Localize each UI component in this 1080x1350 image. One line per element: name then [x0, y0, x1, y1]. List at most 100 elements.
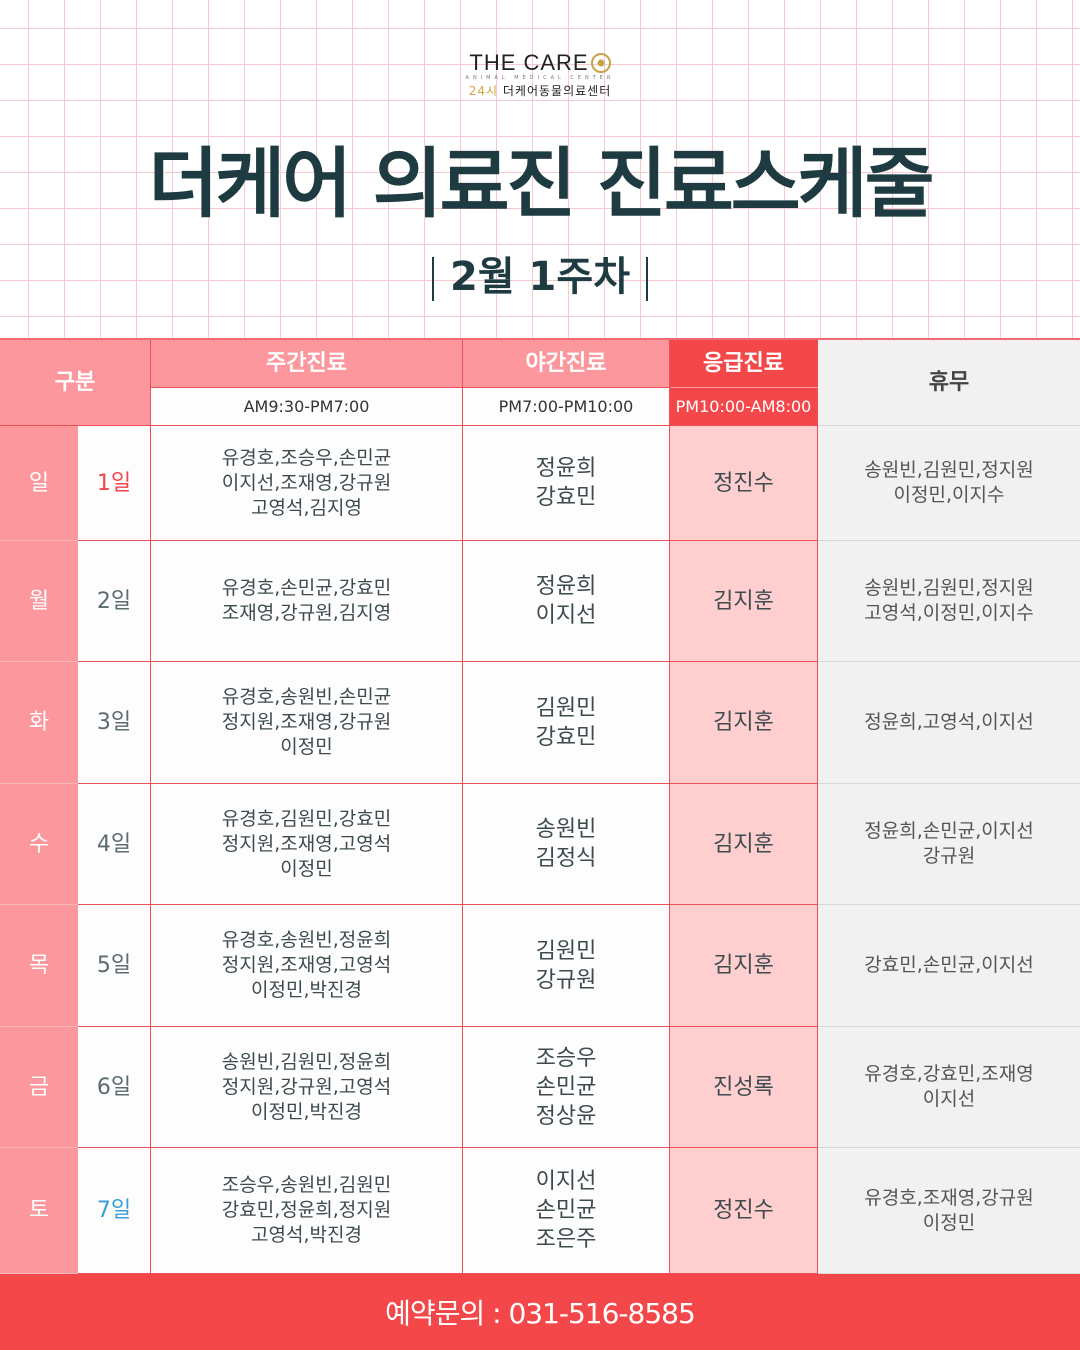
cell-line: 손민균: [535, 1074, 597, 1100]
cell-line: 월: [28, 588, 50, 614]
cell-line: 4일: [96, 831, 132, 857]
header-day: 주간진료: [151, 340, 463, 388]
cell-line: 정지원,강규원,고영석: [221, 1075, 392, 1098]
cell-line: 정윤희,손민균,이지선: [864, 820, 1034, 842]
cell-line: 송원빈,김원민,정지원: [864, 459, 1034, 481]
cell-line: 목: [28, 953, 50, 978]
cell-line: 토: [28, 1198, 50, 1223]
date-cell: 5일: [78, 905, 151, 1027]
cell-line: 조승우: [535, 1045, 597, 1071]
cell-line: 유경호,조승우,손민균: [221, 446, 392, 469]
cell-line: 강규원: [922, 845, 976, 867]
cell-line: 김정식: [535, 846, 597, 871]
header-category: 구분: [0, 340, 151, 426]
cell-line: 조재영,강규원,김지영: [221, 602, 392, 624]
date-cell: 4일: [78, 784, 151, 905]
cell-line: 진성록: [713, 1074, 774, 1100]
cell-line: 김지훈: [713, 710, 774, 735]
cell-line: 이지선: [535, 1169, 597, 1194]
cell-line: 강효민: [535, 485, 597, 510]
weekday-cell: 목: [0, 905, 78, 1027]
cell-line: 7일: [96, 1198, 132, 1223]
footer-contact: 예약문의 : 031-516-8585: [0, 1274, 1080, 1350]
cell-line: 정상윤: [535, 1103, 597, 1129]
cell-line: 정진수: [713, 1198, 774, 1223]
cell-line: 손민균: [535, 1198, 597, 1223]
day-time: AM9:30-PM7:00: [151, 388, 463, 426]
logo-emblem-icon: [590, 53, 611, 73]
cell-line: 송원빈,김원민,정지원: [864, 577, 1034, 599]
cell-line: 강효민,정윤희,정지원: [221, 1199, 392, 1221]
cell-line: 고영석,박진경: [251, 1224, 362, 1246]
logo-name: 더케어동물의료센터: [502, 84, 612, 98]
divider: [432, 257, 434, 301]
cell-line: 3일: [96, 710, 132, 735]
week-text: 2월 1주차: [450, 254, 630, 300]
cell-line: 강효민,손민균,이지선: [864, 954, 1034, 976]
cell-line: 정윤희: [535, 456, 597, 481]
header-off: 휴무: [818, 340, 1080, 426]
cell-line: 이정민,이지수: [893, 484, 1005, 506]
weekday-cell: 토: [0, 1148, 78, 1274]
cell-line: 송원빈,김원민,정윤희: [221, 1050, 392, 1073]
cell-line: 조은주: [535, 1227, 597, 1252]
cell-line: 이정민,박진경: [251, 1100, 362, 1123]
date-cell: 7일: [78, 1148, 151, 1274]
cell-line: 이정민,박진경: [251, 979, 362, 1001]
weekday-cell: 일: [0, 426, 78, 541]
emergency-cell: 김지훈: [670, 905, 818, 1027]
cell-line: 이지선: [535, 603, 597, 628]
cell-line: 유경호,송원빈,정윤희: [221, 929, 392, 951]
cell-line: 5일: [96, 953, 132, 978]
cell-line: 이정민: [922, 1211, 976, 1234]
emergency-time: PM10:00-AM8:00: [670, 388, 818, 426]
cell-line: 이정민: [280, 736, 333, 758]
divider: [646, 257, 648, 301]
weekday-cell: 금: [0, 1027, 78, 1148]
emergency-cell: 김지훈: [670, 784, 818, 905]
cell-line: 이지선: [922, 1088, 976, 1110]
cell-line: 김원민: [535, 938, 597, 964]
cell-line: 김지훈: [713, 953, 774, 978]
page-title: 더케어 의료진 진료스케줄: [148, 139, 934, 228]
cell-line: 일: [28, 470, 50, 496]
cell-line: 유경호,손민균,강효민: [221, 577, 392, 599]
cell-line: 1일: [96, 470, 132, 496]
cell-line: 송원빈: [535, 817, 597, 842]
weekday-cell: 수: [0, 784, 78, 905]
weekday-cell: 월: [0, 541, 78, 662]
cell-line: 6일: [96, 1074, 132, 1100]
night-shift-cell: 정윤희 이지선: [463, 541, 670, 662]
night-time: PM7:00-PM10:00: [463, 388, 670, 426]
day-shift-cell: 유경호,송원빈,손민균 정지원,조재영,강규원 이정민: [151, 662, 463, 784]
emergency-cell: 김지훈: [670, 662, 818, 784]
cell-line: 유경호,조재영,강규원: [864, 1186, 1034, 1209]
schedule-table: 구분 주간진료 야간진료 응급진료 휴무 AM9:30-PM7:00 PM7:0…: [0, 338, 1080, 1274]
cell-line: 이지선,조재영,강규원: [221, 471, 392, 494]
emergency-cell: 정진수: [670, 426, 818, 541]
cell-line: 김원민: [535, 695, 597, 721]
cell-line: 정지원,조재영,고영석: [221, 954, 392, 976]
cell-line: 강규원: [535, 967, 597, 993]
header-night: 야간진료: [463, 340, 670, 388]
emergency-cell: 정진수: [670, 1148, 818, 1274]
cell-line: 금: [28, 1074, 50, 1100]
emergency-cell: 김지훈: [670, 541, 818, 662]
cell-line: 고영석,이정민,이지수: [864, 602, 1034, 624]
night-shift-cell: 김원민 강효민: [463, 662, 670, 784]
cell-line: 유경호,강효민,조재영: [864, 1063, 1034, 1085]
off-cell: 유경호,조재영,강규원 이정민: [818, 1148, 1080, 1274]
cell-line: 유경호,김원민,강효민: [221, 807, 392, 830]
day-shift-cell: 송원빈,김원민,정윤희 정지원,강규원,고영석 이정민,박진경: [151, 1027, 463, 1148]
week-label: 2월 1주차: [0, 244, 1080, 302]
cell-line: 2일: [96, 588, 132, 614]
